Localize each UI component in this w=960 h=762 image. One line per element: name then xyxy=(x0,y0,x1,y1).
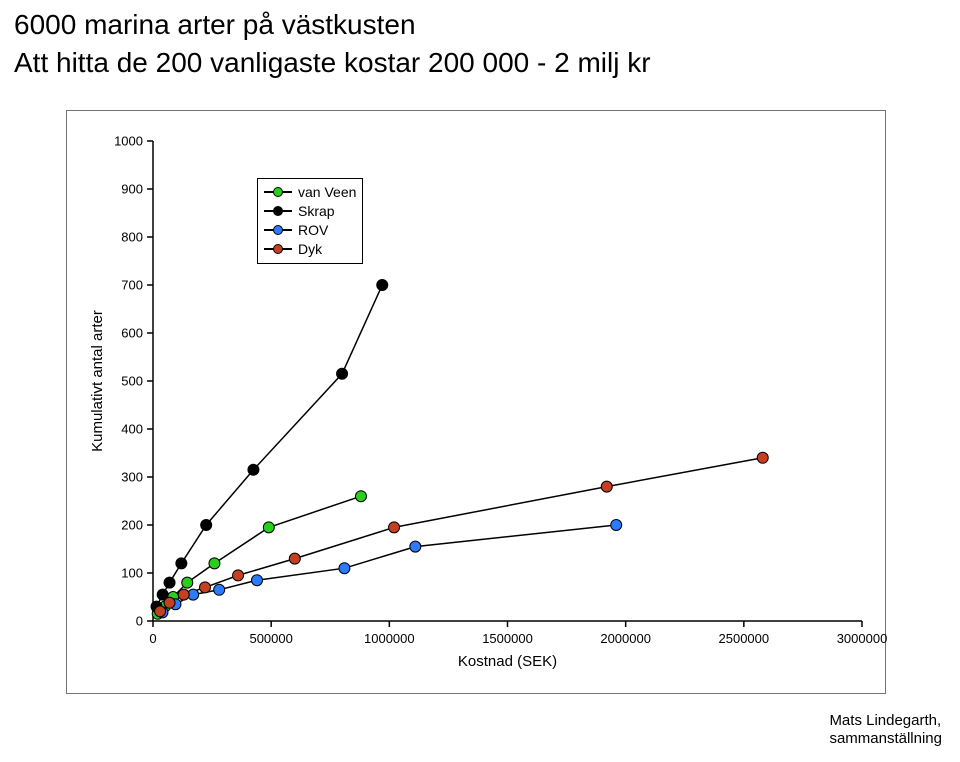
legend-label: ROV xyxy=(298,221,328,240)
title-line-2: Att hitta de 200 vanligaste kostar 200 0… xyxy=(14,44,651,82)
y-tick-label: 200 xyxy=(109,518,143,533)
slide: 6000 marina arter på västkusten Att hitt… xyxy=(0,0,960,762)
legend-swatch xyxy=(264,204,292,218)
x-axis-label: Kostnad (SEK) xyxy=(408,653,608,670)
y-tick-label: 100 xyxy=(109,566,143,581)
y-tick-label: 800 xyxy=(109,230,143,245)
title-block: 6000 marina arter på västkusten Att hitt… xyxy=(14,6,651,82)
legend-swatch xyxy=(264,185,292,199)
x-tick-label: 3000000 xyxy=(837,631,888,646)
y-tick-label: 900 xyxy=(109,182,143,197)
credit-line-2: sammanställning xyxy=(829,730,942,748)
x-tick-label: 2500000 xyxy=(719,631,770,646)
legend-label: van Veen xyxy=(298,183,356,202)
y-tick-label: 300 xyxy=(109,470,143,485)
y-tick-label: 700 xyxy=(109,278,143,293)
chart-svg xyxy=(67,111,885,693)
credit-line-1: Mats Lindegarth, xyxy=(829,712,942,730)
y-axis-label: Kumulativt antal arter xyxy=(89,281,106,481)
x-tick-label: 500000 xyxy=(249,631,292,646)
legend-item: van Veen xyxy=(264,183,356,202)
y-tick-label: 400 xyxy=(109,422,143,437)
legend-item: ROV xyxy=(264,221,356,240)
x-tick-label: 1000000 xyxy=(364,631,415,646)
x-tick-label: 0 xyxy=(149,631,156,646)
y-tick-label: 600 xyxy=(109,326,143,341)
legend-item: Skrap xyxy=(264,202,356,221)
legend-label: Dyk xyxy=(298,240,322,259)
title-line-1: 6000 marina arter på västkusten xyxy=(14,6,651,44)
credit: Mats Lindegarth, sammanställning xyxy=(829,712,942,748)
x-tick-label: 1500000 xyxy=(482,631,533,646)
y-tick-label: 500 xyxy=(109,374,143,389)
y-tick-label: 1000 xyxy=(109,134,143,149)
y-tick-label: 0 xyxy=(109,614,143,629)
legend: van VeenSkrapROVDyk xyxy=(257,178,363,264)
legend-item: Dyk xyxy=(264,240,356,259)
x-tick-label: 2000000 xyxy=(600,631,651,646)
legend-swatch xyxy=(264,242,292,256)
legend-swatch xyxy=(264,223,292,237)
chart-frame: 0 500000 1000000 1500000 2000000 2500000 30000… xyxy=(66,110,886,694)
legend-label: Skrap xyxy=(298,202,335,221)
